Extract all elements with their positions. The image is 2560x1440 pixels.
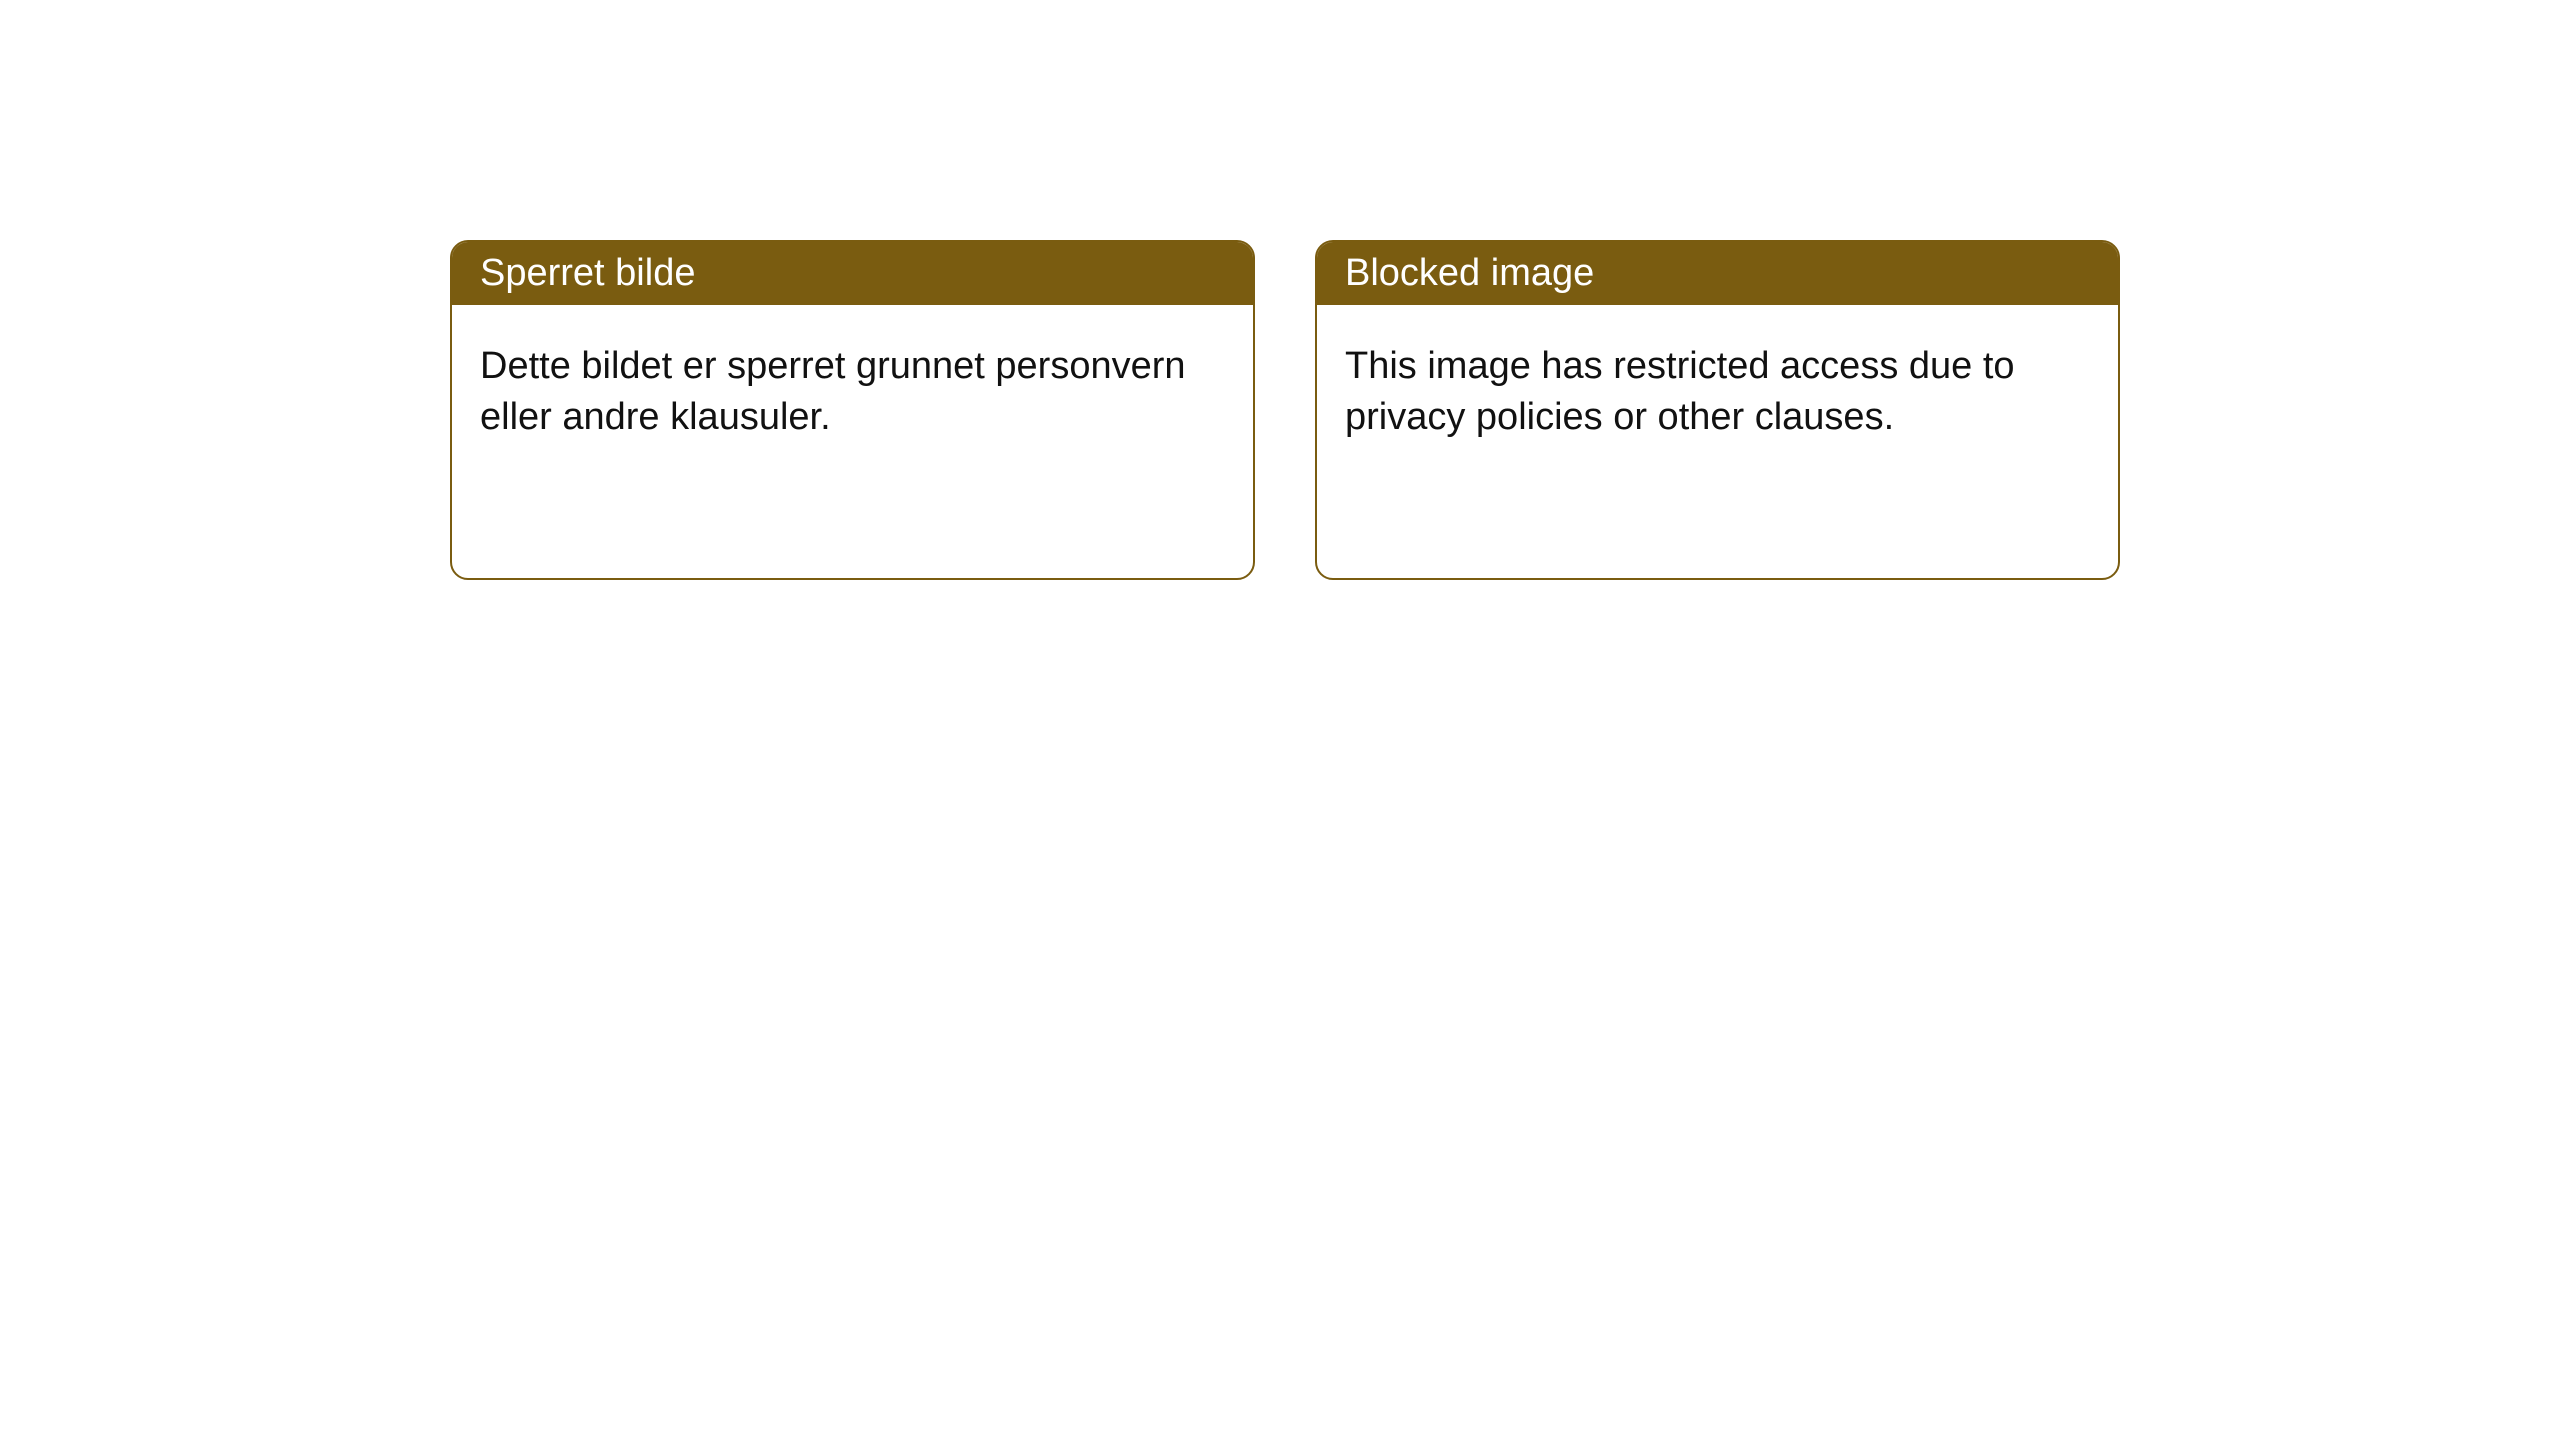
notice-header-english: Blocked image xyxy=(1317,242,2118,305)
notice-card-norwegian: Sperret bilde Dette bildet er sperret gr… xyxy=(450,240,1255,580)
notice-body-norwegian: Dette bildet er sperret grunnet personve… xyxy=(452,305,1253,480)
notice-body-english: This image has restricted access due to … xyxy=(1317,305,2118,480)
notice-header-norwegian: Sperret bilde xyxy=(452,242,1253,305)
notice-card-english: Blocked image This image has restricted … xyxy=(1315,240,2120,580)
notice-container: Sperret bilde Dette bildet er sperret gr… xyxy=(0,0,2560,580)
